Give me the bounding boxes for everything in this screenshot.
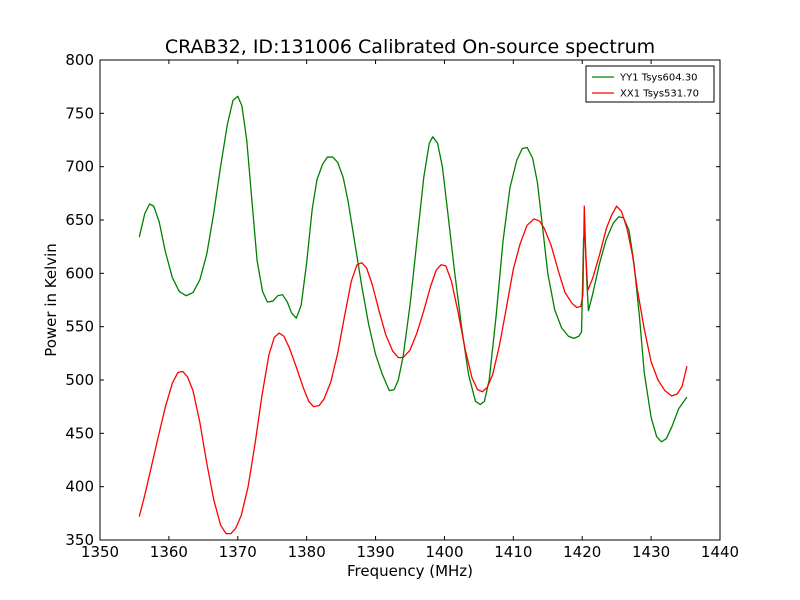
x-axis-label: Frequency (MHz) xyxy=(347,562,473,580)
legend: YY1 Tsys604.30 XX1 Tsys531.70 xyxy=(585,65,715,103)
x-tick-label: 1370 xyxy=(219,543,257,561)
y-axis-ticks: 350 400 450 500 550 600 650 700 750 800 xyxy=(65,51,720,549)
x-tick-label: 1350 xyxy=(81,543,119,561)
legend-label-1: YY1 Tsys604.30 xyxy=(619,73,698,84)
y-axis-label: Power in Kelvin xyxy=(42,243,60,357)
y-tick-label: 700 xyxy=(65,158,94,176)
y-tick-label: 500 xyxy=(65,371,94,389)
chart-title: CRAB32, ID:131006 Calibrated On-source s… xyxy=(165,36,655,58)
y-tick-label: 350 xyxy=(65,531,94,549)
x-axis-ticks: 1350 1360 1370 1380 1390 1400 1410 1420 1430 1440 xyxy=(81,60,739,561)
x-tick-label: 1390 xyxy=(356,543,394,561)
series-line-2 xyxy=(138,205,688,535)
y-tick-label: 650 xyxy=(65,211,94,229)
y-tick-label: 750 xyxy=(65,104,94,122)
plot-area xyxy=(99,59,721,541)
y-tick-label: 800 xyxy=(65,51,94,69)
x-tick-label: 1410 xyxy=(494,543,532,561)
x-tick-label: 1360 xyxy=(150,543,188,561)
axes-frame xyxy=(99,59,721,541)
legend-box xyxy=(585,65,715,103)
x-tick-label: 1400 xyxy=(425,543,463,561)
legend-label-2: XX1 Tsys531.70 xyxy=(620,89,699,100)
y-tick-label: 400 xyxy=(65,478,94,496)
x-tick-label: 1380 xyxy=(288,543,326,561)
y-tick-label: 450 xyxy=(65,424,94,442)
x-tick-label: 1440 xyxy=(701,543,739,561)
x-tick-label: 1430 xyxy=(632,543,670,561)
y-tick-label: 600 xyxy=(65,264,94,282)
y-tick-label: 550 xyxy=(65,318,94,336)
x-tick-label: 1420 xyxy=(563,543,601,561)
series-line-1 xyxy=(138,95,688,443)
